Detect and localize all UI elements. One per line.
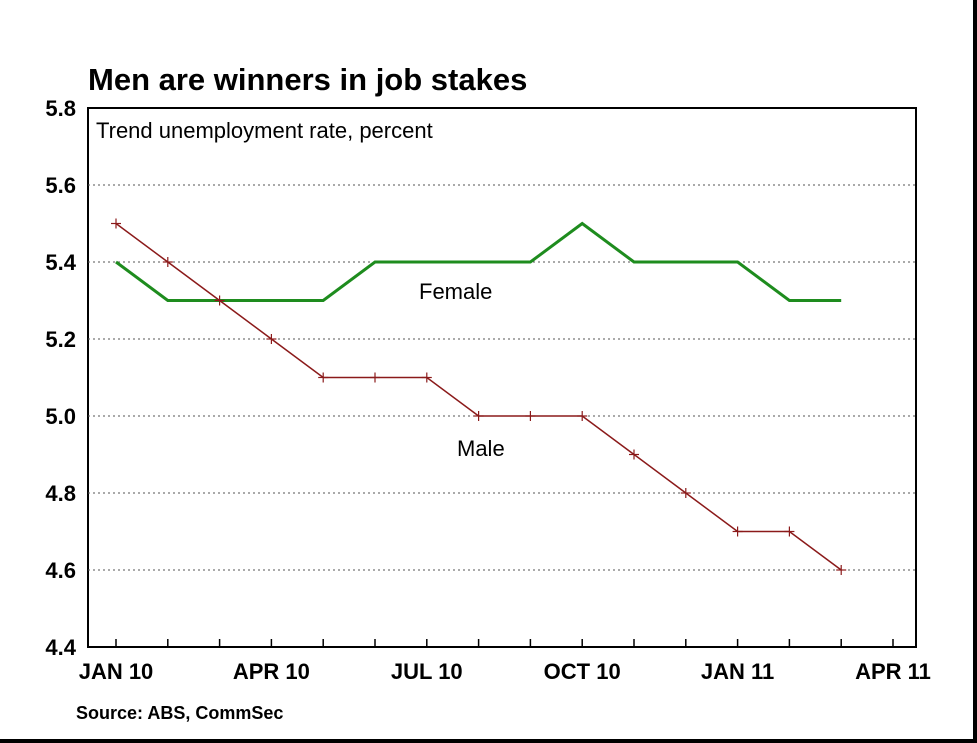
data-point-male xyxy=(111,218,121,229)
x-tick-label: JAN 11 xyxy=(701,659,774,684)
data-point-male xyxy=(784,526,795,537)
data-point-male xyxy=(836,565,847,575)
x-tick-label: APR 11 xyxy=(855,659,931,684)
data-point-male xyxy=(473,411,484,421)
x-tick-label: JUL 10 xyxy=(391,659,463,684)
y-tick-label: 5.8 xyxy=(45,96,76,121)
y-tick-label: 4.4 xyxy=(45,635,76,660)
data-point-male xyxy=(680,488,691,498)
y-tick-label: 4.8 xyxy=(45,481,76,506)
plot-subtitle: Trend unemployment rate, percent xyxy=(96,118,433,143)
data-point-male xyxy=(370,372,380,383)
x-tick-label: OCT 10 xyxy=(544,659,621,684)
data-point-male xyxy=(214,295,225,306)
x-axis-ticks: JAN 10 APR 10 JUL 10 OCT 10 JAN 11 APR 11 xyxy=(79,639,931,684)
source-note: Source: ABS, CommSec xyxy=(76,703,283,723)
y-tick-label: 5.0 xyxy=(45,404,76,429)
x-tick-label: APR 10 xyxy=(233,659,310,684)
y-tick-label: 5.4 xyxy=(45,250,76,275)
y-tick-label: 4.6 xyxy=(45,558,76,583)
x-tick-label: JAN 10 xyxy=(79,659,154,684)
plot-area xyxy=(87,107,917,648)
data-point-male xyxy=(577,411,588,421)
series-label-male: Male xyxy=(457,436,505,461)
data-point-male xyxy=(732,526,743,537)
chart-title: Men are winners in job stakes xyxy=(88,62,527,97)
data-point-male xyxy=(525,411,536,421)
series-line-male xyxy=(115,222,842,571)
gridlines xyxy=(88,184,916,571)
data-point-male xyxy=(421,372,432,383)
data-point-male xyxy=(162,257,173,267)
y-tick-label: 5.6 xyxy=(45,173,76,198)
series-label-female: Female xyxy=(419,279,492,304)
data-point-male xyxy=(629,449,639,460)
data-point-male xyxy=(266,334,277,344)
y-tick-label: 5.2 xyxy=(45,327,76,352)
series-line-female xyxy=(115,221,842,302)
data-point-male xyxy=(318,372,329,383)
series-layer xyxy=(111,218,847,575)
y-axis-ticks: 5.8 5.6 5.4 5.2 5.0 4.8 4.6 4.4 xyxy=(45,96,76,660)
